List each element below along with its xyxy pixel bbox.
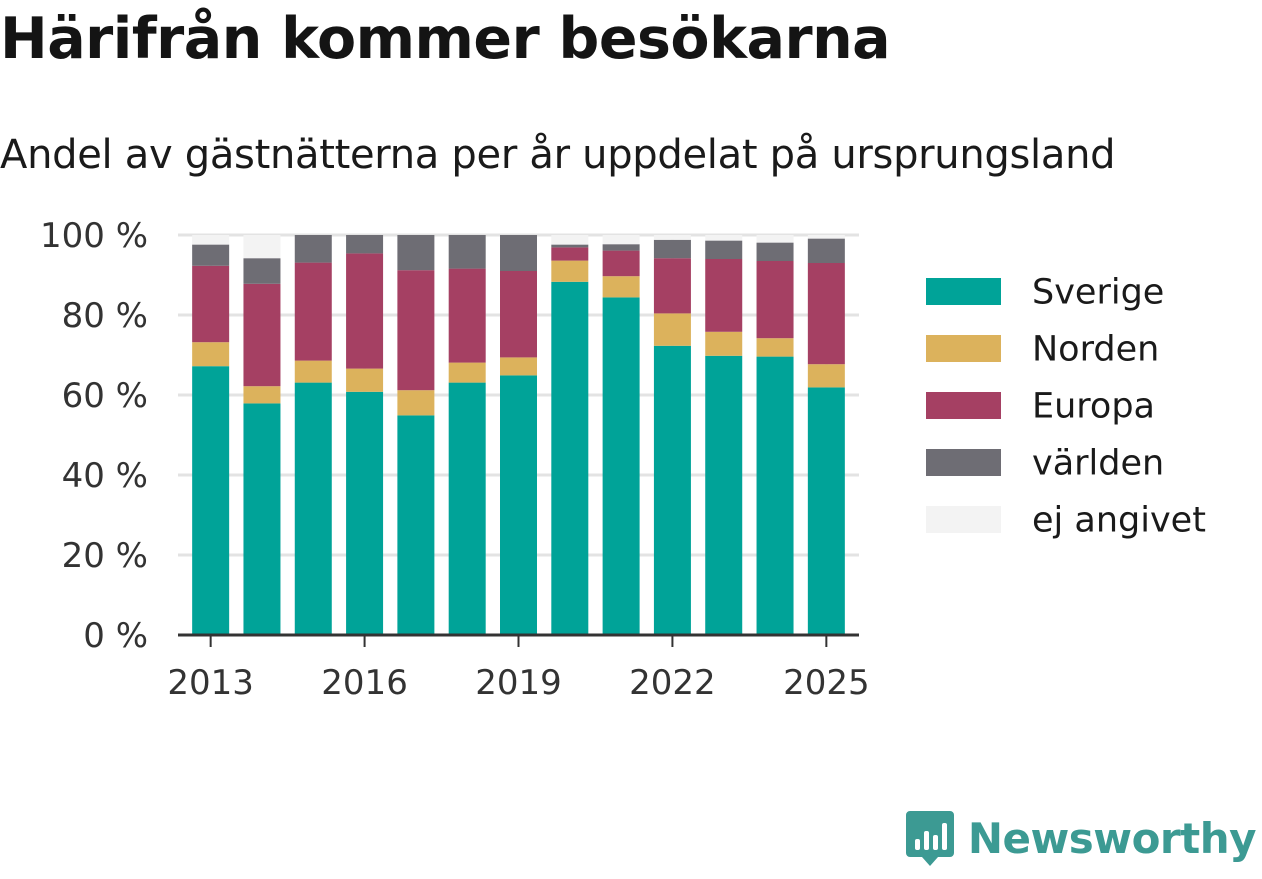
bar-segment-ej-angivet [551,235,589,245]
bar-segment-sverige [192,366,230,635]
legend-label: ej angivet [1032,501,1206,541]
bar-segment-sverige [602,297,640,635]
bar-segment-ej-angivet [602,235,640,245]
bar-segment-sverige [653,345,691,635]
bar-segment-ej-angivet [192,235,230,245]
bar-segment-europa [500,271,537,358]
bar-segment-sverige [551,281,589,635]
bar-segment-världen [397,235,435,271]
bar-segment-europa [397,270,435,391]
legend-label: världen [1032,444,1164,484]
bar-segment-norden [448,362,486,383]
bar-segment-ej-angivet [756,235,794,243]
chart-title: Härifrån kommer besökarna [0,6,891,72]
bar-segment-sverige [294,382,332,635]
x-tick-labels: 2013 2016 2019 2022 2025 [167,663,869,703]
bar-segment-europa [243,283,281,387]
bar-segment-världen [346,235,384,254]
y-tick-label: 40 % [62,456,148,496]
y-tick-label: 20 % [62,536,148,576]
bar-segment-europa [346,253,384,369]
bar-segment-norden [346,368,384,392]
bars [192,235,845,635]
bar-segment-europa [705,259,743,332]
bar-segment-europa [807,263,845,365]
bar-segment-sverige [705,355,743,635]
bar-segment-världen [653,239,691,259]
x-tick-label: 2022 [629,663,716,703]
bar-segment-norden [602,276,640,298]
bar-segment-norden [500,357,537,376]
y-tick-label: 0 % [83,616,148,656]
bar-segment-norden [243,386,281,404]
y-tick-label: 80 % [62,296,148,336]
y-tick-label: 60 % [62,376,148,416]
bar-segment-världen [807,238,845,263]
legend-swatch [926,449,1001,476]
bar-segment-världen [602,244,640,251]
y-tick-label: 100 % [40,216,148,256]
bar-segment-världen [551,244,589,248]
bar-segment-europa [602,250,640,277]
bar-segment-sverige [243,403,281,635]
brand-name: Newsworthy [967,813,1257,863]
bar-segment-norden [653,313,691,346]
bar-segment-norden [294,360,332,383]
x-tick-label: 2016 [321,663,408,703]
y-tick-labels: 0 % 20 % 40 % 60 % 80 % 100 % [40,216,148,656]
chart-subtitle: Andel av gästnätterna per år uppdelat på… [0,132,1116,178]
bar-segment-världen [756,242,794,261]
bar-segment-världen [243,258,281,284]
bar-segment-europa [551,247,589,261]
bar-segment-norden [705,331,743,356]
legend-swatch [926,392,1001,419]
bar-segment-sverige [807,387,845,635]
bar-segment-norden [756,338,794,357]
bar-segment-världen [448,235,486,269]
bar-segment-europa [192,265,230,343]
bar-segment-ej-angivet [653,235,691,240]
bar-segment-norden [807,364,845,388]
bar-segment-europa [448,268,486,363]
bar-segment-norden [551,260,589,282]
bar-segment-världen [705,240,743,259]
bar-segment-ej-angivet [243,235,281,259]
bar-segment-sverige [397,415,435,635]
newsworthy-logo: Newsworthy [904,809,1257,867]
bar-segment-norden [397,390,435,416]
bar-segment-sverige [448,382,486,635]
legend-swatch [926,335,1001,362]
legend-label: Sverige [1032,273,1164,313]
bar-segment-ej-angivet [705,235,743,241]
bar-segment-världen [500,235,537,271]
x-tick-label: 2019 [475,663,562,703]
bar-segment-europa [653,258,691,314]
axes [178,633,859,647]
bar-segment-sverige [500,375,537,635]
newsworthy-logo-icon [905,811,954,866]
bar-segment-norden [192,342,230,367]
legend-label: Norden [1032,330,1159,370]
x-tick-label: 2025 [783,663,870,703]
bar-segment-ej-angivet [807,235,845,239]
legend-swatch [926,506,1001,533]
bar-segment-världen [294,235,332,263]
legend-label: Europa [1032,387,1155,427]
bar-segment-sverige [346,391,384,635]
bar-segment-världen [192,244,230,266]
legend-swatch [926,278,1001,305]
bar-segment-europa [756,261,794,339]
legend: Sverige Norden Europa världen ej angivet [926,273,1206,541]
bar-segment-europa [294,262,332,361]
x-tick-label: 2013 [167,663,254,703]
bar-segment-sverige [756,356,794,635]
